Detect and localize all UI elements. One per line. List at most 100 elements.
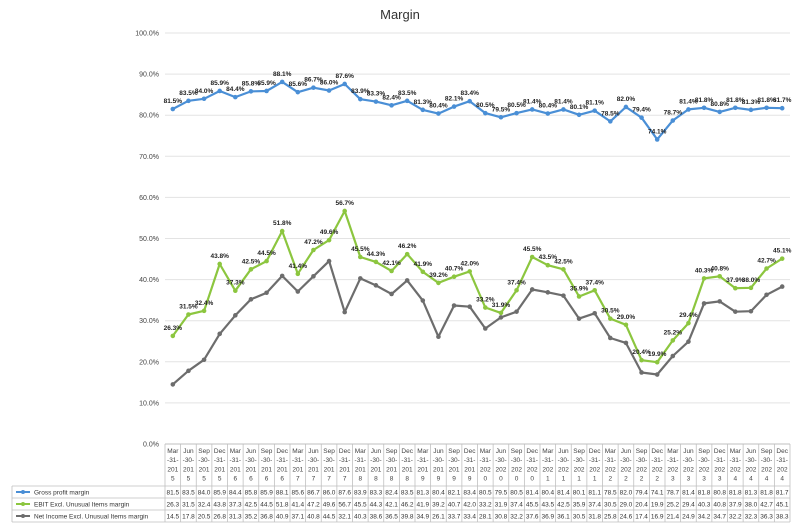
data-label: 80.4%	[539, 103, 558, 110]
data-label: 80.5%	[507, 102, 526, 109]
data-point	[311, 247, 316, 253]
x-tick-label: Dec -31-201 8	[401, 448, 413, 483]
table-cell: 74.1	[651, 489, 664, 496]
data-point	[529, 287, 535, 292]
x-tick-label: Jun -30-202 2	[620, 448, 632, 483]
data-label: 81.3%	[742, 99, 761, 106]
data-point	[561, 107, 566, 112]
x-tick-label: Dec -31-202 0	[526, 448, 538, 483]
data-point	[201, 308, 207, 314]
x-tick-label: Sep -30-202 1	[573, 448, 585, 483]
x-tick-label: Mar -31-201 7	[292, 448, 304, 483]
data-label: 86.0%	[320, 80, 339, 87]
data-label: 42.0%	[460, 260, 479, 267]
table-cell: 84.0	[198, 489, 211, 496]
x-tick-label: Mar -31-201 6	[230, 448, 242, 483]
table-cell: 80.5	[510, 489, 523, 496]
data-point	[404, 251, 410, 257]
table-cell: 49.6	[323, 501, 336, 508]
data-point	[623, 104, 629, 110]
table-cell: 81.3	[416, 489, 429, 496]
data-point	[311, 85, 316, 90]
data-point	[295, 289, 301, 294]
data-point	[686, 107, 691, 112]
data-point	[404, 278, 410, 283]
table-cell: 17.8	[182, 513, 195, 520]
data-label: 38.0%	[742, 277, 761, 284]
x-tick-label: Dec -31-202 3	[714, 448, 726, 483]
table-cell: 85.8	[245, 489, 258, 496]
data-label: 37.4%	[585, 279, 604, 286]
data-point	[420, 107, 426, 113]
data-point	[592, 311, 597, 316]
table-cell: 85.9	[260, 489, 273, 496]
data-point	[373, 99, 379, 104]
table-cell: 82.4	[385, 489, 398, 496]
table-cell: 80.4	[432, 489, 445, 496]
data-label: 74.1%	[648, 128, 667, 135]
table-cell: 81.8	[729, 489, 742, 496]
data-point	[358, 276, 363, 281]
data-point	[248, 89, 254, 94]
y-tick-label: 0.0%	[143, 442, 159, 449]
data-point	[686, 339, 691, 344]
data-point	[311, 274, 316, 279]
data-point	[608, 316, 613, 321]
data-point	[233, 313, 238, 318]
data-point	[779, 105, 785, 111]
table-cell: 14.5	[166, 513, 179, 520]
data-point	[467, 304, 472, 310]
data-label: 86.7%	[304, 77, 323, 84]
table-cell: 21.4	[666, 513, 679, 520]
legend-marker	[21, 514, 25, 518]
data-label: 41.4%	[289, 263, 308, 270]
data-point	[529, 254, 535, 260]
data-point	[279, 79, 285, 85]
data-label: 79.5%	[492, 106, 511, 113]
data-label: 32.4%	[195, 300, 214, 307]
data-label: 87.6%	[335, 73, 354, 80]
data-label: 83.4%	[460, 90, 479, 97]
data-label: 44.5%	[257, 250, 276, 257]
data-point	[451, 274, 457, 280]
x-tick-label: Dec -31-202 4	[776, 448, 788, 483]
data-point	[483, 110, 488, 116]
table-cell: 81.4	[682, 489, 695, 496]
y-axis-ticks: 0.0% 10.0% 20.0% 30.0% 40.0% 50.0% 60.0% 70.0% 8…	[135, 31, 159, 449]
data-label: 80.4%	[429, 103, 448, 110]
table-cell: 37.4	[588, 501, 601, 508]
data-point	[592, 287, 597, 293]
table-cell: 37.4	[510, 501, 523, 508]
table-cell: 30.5	[604, 501, 617, 508]
y-tick-label: 30.0%	[139, 318, 159, 325]
x-tick-label: Jun -30-201 7	[308, 448, 320, 483]
table-cell: 24.6	[620, 513, 633, 520]
x-tick-label: Dec -31-202 2	[651, 448, 663, 483]
table-cell: 37.3	[229, 501, 242, 508]
table-cell: 83.4	[463, 489, 476, 496]
data-label: 51.8%	[273, 220, 292, 227]
data-point	[748, 308, 754, 314]
data-point	[483, 305, 488, 310]
data-point	[608, 335, 613, 341]
table-cell: 36.9	[541, 513, 554, 520]
data-point	[342, 309, 347, 315]
data-point	[483, 326, 488, 331]
data-point	[451, 104, 457, 109]
table-cell: 38.6	[370, 513, 383, 520]
table-cell: 86.0	[323, 489, 336, 496]
data-label: 83.9%	[351, 88, 370, 95]
data-point	[170, 333, 176, 339]
data-label: 42.5%	[242, 258, 261, 265]
data-point	[186, 312, 191, 317]
table-cell: 35.2	[245, 513, 258, 520]
data-label: 33.2%	[476, 297, 495, 304]
table-cell: 31.9	[495, 501, 508, 508]
data-label: 81.8%	[695, 97, 714, 104]
table-cell: 56.7	[338, 501, 351, 508]
data-point	[217, 88, 222, 94]
data-label: 40.7%	[445, 266, 464, 273]
data-point	[404, 98, 410, 104]
